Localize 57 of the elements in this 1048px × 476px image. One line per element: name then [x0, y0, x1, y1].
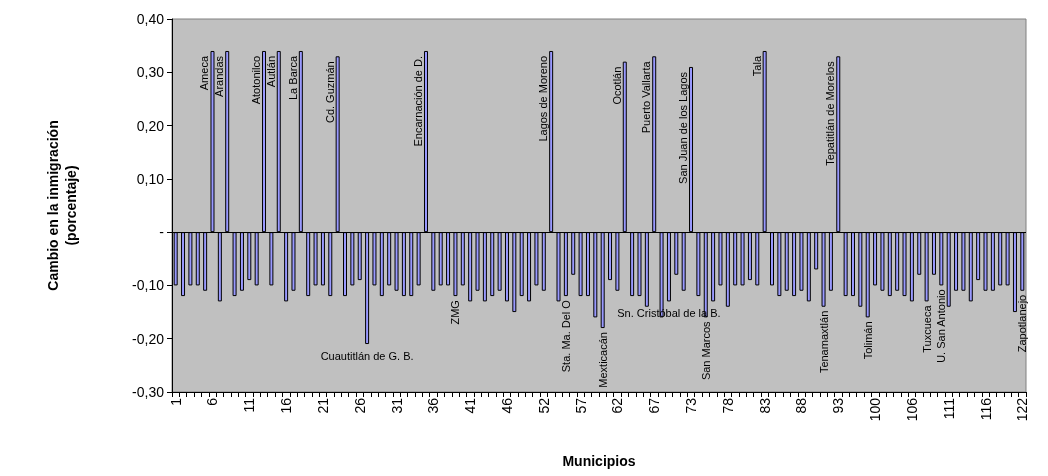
y-tick-label: 0,10 [136, 170, 165, 187]
data-label: San Marcos [699, 320, 712, 381]
data-label: Tenamaxtlán [817, 310, 830, 374]
y-tick-label: 0,20 [136, 117, 165, 134]
x-tick-label: 73 [683, 397, 700, 414]
y-tick-label: -0,30 [132, 384, 165, 400]
y-tick-label: 0,30 [136, 64, 165, 81]
x-tick-label: 122 [1014, 397, 1031, 422]
data-label: Cd. Guzmán [323, 61, 336, 124]
x-tick-label: 88 [793, 397, 810, 414]
data-label: Atotonilco [250, 55, 263, 105]
x-tick-label: 83 [756, 397, 773, 414]
data-label: Cuautitlán de G. B. [320, 349, 414, 362]
data-label: La Barca [286, 55, 299, 100]
data-label: Zapotlanejo [1016, 294, 1029, 353]
x-tick-label: 1 [167, 397, 184, 406]
x-tick-label: 67 [646, 397, 663, 414]
x-tick-label: 11 [241, 397, 258, 413]
x-tick-label: 62 [609, 397, 626, 414]
x-tick-label: 21 [314, 397, 331, 414]
x-tick-label: 78 [719, 397, 736, 414]
data-label: Encarnación de D. [411, 55, 424, 147]
data-label: San Juan de los Lagos [677, 71, 690, 184]
data-label: Autlán [264, 55, 277, 88]
data-label: Puerto Vallarta [640, 60, 653, 134]
x-tick-label: 41 [462, 397, 479, 414]
x-tick-label: 52 [535, 397, 552, 414]
data-label: Tolimán [861, 321, 874, 360]
x-tick-label: 36 [425, 397, 442, 414]
x-tick-label: 106 [903, 397, 920, 422]
data-label: Ameca [198, 55, 211, 91]
y-tick-label: - [159, 224, 165, 241]
x-tick-label: 31 [388, 397, 405, 414]
data-label: Tuxcueca [920, 304, 933, 353]
x-tick-label: 57 [572, 397, 589, 414]
y-tick-label: -0,10 [132, 277, 165, 294]
data-label: ZMG [449, 300, 462, 325]
data-label: Tala [750, 55, 763, 77]
data-label: Arandas [213, 55, 226, 97]
x-tick-label: 111 [940, 397, 957, 420]
data-label: Sta. Ma. Del O [559, 299, 572, 373]
x-tick-label: 16 [278, 397, 295, 414]
data-label: Ocotlán [610, 66, 623, 105]
x-tick-label: 46 [498, 397, 515, 414]
y-tick-label: -0,20 [132, 330, 165, 347]
x-tick-label: 93 [830, 397, 847, 414]
x-tick-label: 116 [977, 397, 994, 421]
data-label: Lagos de Moreno [537, 55, 550, 142]
x-axis-title: Municipios [562, 453, 636, 469]
data-label: Tepatitlán de Morelos [824, 60, 837, 166]
data-label: U. San Antonio [935, 289, 948, 363]
y-tick-label: 0,40 [136, 11, 165, 27]
x-tick-label: 26 [351, 397, 368, 414]
x-tick-label: 6 [204, 397, 221, 406]
data-label: Mexticacán [596, 332, 609, 388]
y-axis-title: Cambio en la inmigración (porcentaje) [45, 120, 79, 291]
x-tick-label: 100 [867, 397, 884, 422]
